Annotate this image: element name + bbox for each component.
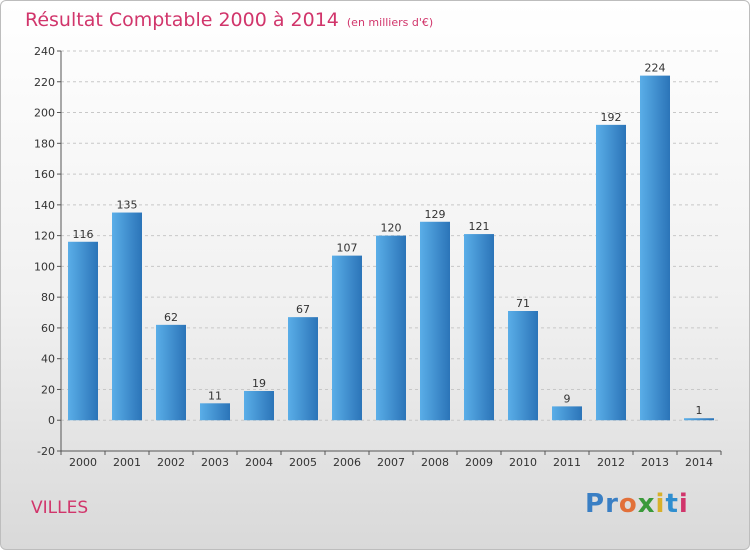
data-label: 135 [117,199,138,212]
x-tick-label: 2004 [245,456,273,469]
bars [68,75,714,421]
bar [464,234,494,421]
y-tick-label: 140 [34,199,55,212]
x-tick-label: 2012 [597,456,625,469]
x-tick-label: 2008 [421,456,449,469]
x-tick-label: 2001 [113,456,141,469]
bar [508,311,538,421]
y-tick-label: 20 [41,383,55,396]
bar [200,403,230,421]
data-label: 9 [564,392,571,405]
chart-title: Résultat Comptable 2000 à 2014 (en millie… [25,9,433,31]
bar [640,75,670,421]
chart-subtitle: (en milliers d'€) [346,16,434,29]
bar [684,418,714,421]
bar [68,241,98,421]
data-label: 107 [337,242,358,255]
x-tick-label: 2014 [685,456,713,469]
labels: 2000116200113520026220031120041920056720… [69,62,713,469]
logo-letter: r [605,489,619,519]
bar [156,324,186,421]
data-label: 120 [381,222,402,235]
data-label: 1 [696,404,703,417]
y-tick-label: 40 [41,353,55,366]
data-label: 121 [469,220,490,233]
bar [112,212,142,421]
x-tick-label: 2000 [69,456,97,469]
data-label: 192 [601,111,622,124]
bar [552,406,582,421]
x-tick-label: 2005 [289,456,317,469]
logo-letter: i [678,489,689,519]
title-text: Résultat Comptable 2000 à 2014 [25,9,339,31]
data-label: 71 [516,297,530,310]
data-label: 116 [73,228,94,241]
y-tick-label: 240 [34,45,55,58]
y-tick-label: 220 [34,76,55,89]
logo-letter: t [665,489,679,519]
x-tick-label: 2006 [333,456,361,469]
data-label: 62 [164,311,178,324]
bar [420,221,450,421]
data-label: 129 [425,208,446,221]
y-tick-label: 60 [41,322,55,335]
y-tick-label: 180 [34,137,55,150]
x-tick-label: 2002 [157,456,185,469]
x-tick-label: 2013 [641,456,669,469]
x-tick-label: 2011 [553,456,581,469]
data-label: 224 [645,62,666,75]
axes: -20 0 20 40 60 80 100 120 140 160 180 200 220 240 [34,45,722,458]
x-tick-label: 2009 [465,456,493,469]
logo-letter: o [618,489,638,519]
y-tick-label: 0 [48,414,55,427]
y-tick-label: 120 [34,230,55,243]
bar [376,235,406,421]
x-tick-label: 2003 [201,456,229,469]
x-tick-label: 2010 [509,456,537,469]
proxiti-logo: Proxiti [585,489,689,519]
y-tick-label: 200 [34,107,55,120]
y-tick-label: 160 [34,168,55,181]
data-label: 67 [296,303,310,316]
logo-letter: P [585,489,606,519]
bar [288,317,318,421]
city-name: VILLES [31,498,89,518]
bar [244,391,274,421]
y-tick-label: 100 [34,260,55,273]
bar [332,255,362,421]
data-label: 11 [208,389,222,402]
y-tick-label: -20 [37,445,55,458]
logo-letter: i [655,489,666,519]
bar [596,124,626,421]
y-tick-label: 80 [41,291,55,304]
x-tick-label: 2007 [377,456,405,469]
data-label: 19 [252,377,266,390]
logo-letter: x [637,489,656,519]
